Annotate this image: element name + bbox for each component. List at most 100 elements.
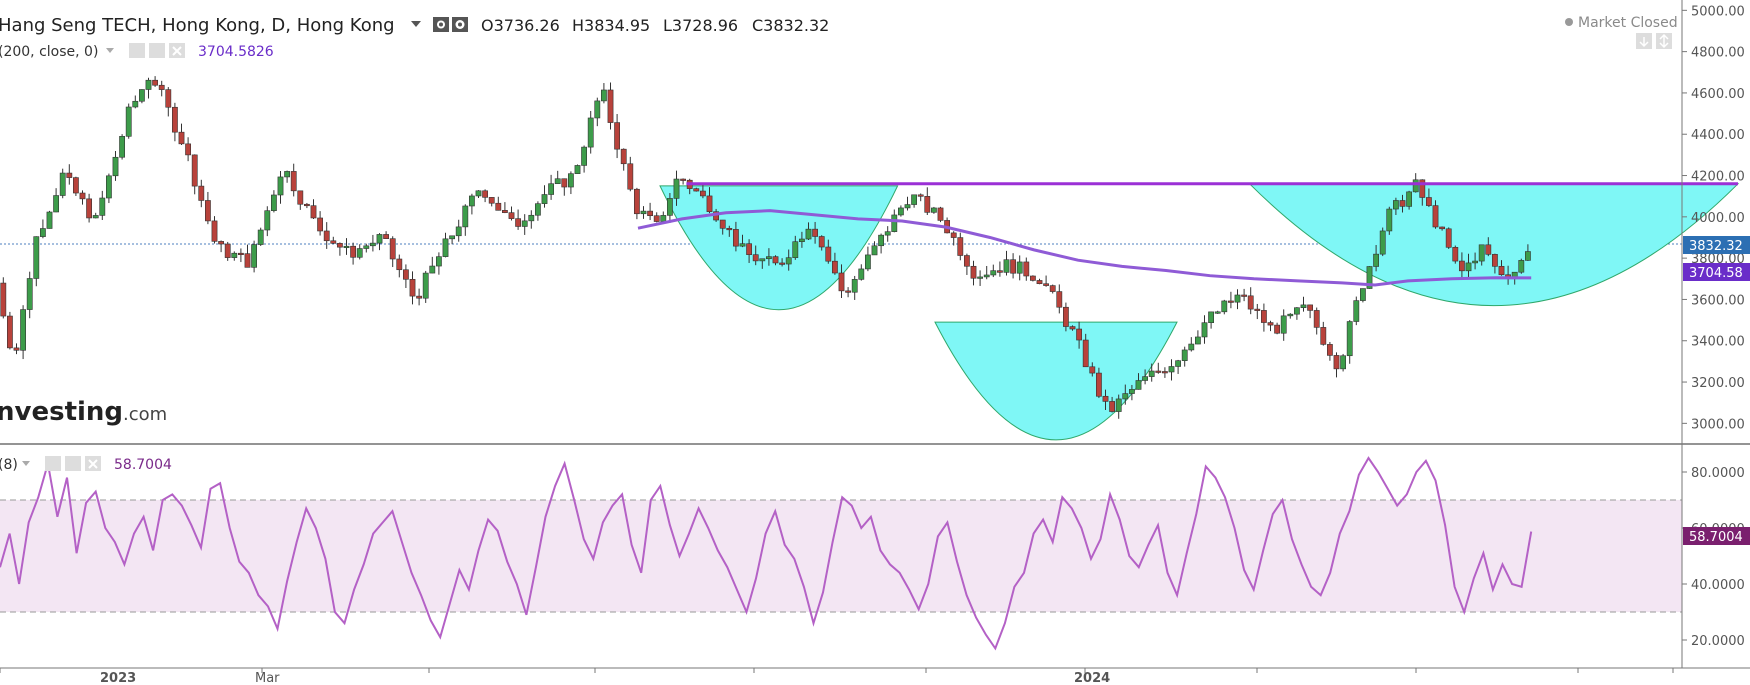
candle xyxy=(1294,307,1300,320)
candle xyxy=(303,202,310,209)
candle xyxy=(488,197,495,207)
candle xyxy=(39,219,46,239)
candle xyxy=(449,235,455,245)
symbol-title[interactable]: Hang Seng TECH, Hong Kong, D, Hong Kong xyxy=(0,15,395,36)
visibility-icon[interactable] xyxy=(433,17,449,32)
candle xyxy=(1135,373,1142,390)
candle xyxy=(1452,245,1459,264)
candle xyxy=(871,241,878,256)
arrow-down-icon xyxy=(1639,37,1649,48)
candle xyxy=(396,254,403,278)
candle xyxy=(818,235,825,251)
candle xyxy=(409,271,416,305)
price-tick-label: 5000.00 xyxy=(1691,4,1745,19)
ma-price-badge xyxy=(1683,263,1750,281)
rsi-legend-label[interactable]: (8) xyxy=(0,457,18,473)
candle xyxy=(917,193,924,202)
candle xyxy=(284,170,290,183)
chevron-down-icon[interactable] xyxy=(106,48,114,53)
rsi-pane[interactable]: (8) 58.7004 xyxy=(0,456,1682,651)
candle xyxy=(1089,362,1096,377)
ma-legend-label[interactable]: (200, close, 0) xyxy=(0,44,98,60)
candle xyxy=(482,189,488,203)
candle xyxy=(475,190,482,199)
candle xyxy=(739,234,746,248)
candle xyxy=(231,251,238,261)
candle xyxy=(376,233,383,251)
candle xyxy=(66,164,73,185)
candle xyxy=(92,212,99,219)
candle xyxy=(389,236,396,268)
candle xyxy=(1168,359,1175,381)
candle xyxy=(1340,353,1346,372)
candle xyxy=(772,255,779,266)
chevron-down-icon[interactable] xyxy=(22,461,30,466)
candle xyxy=(798,231,805,248)
candle xyxy=(106,173,112,204)
candle xyxy=(1426,188,1432,208)
candle xyxy=(1393,197,1399,215)
candle xyxy=(1241,288,1247,302)
candle xyxy=(145,77,152,99)
candle xyxy=(1010,253,1016,279)
candle xyxy=(508,206,515,221)
rsi-line xyxy=(0,456,1533,651)
candle xyxy=(317,211,323,236)
candle xyxy=(1129,384,1135,401)
candle xyxy=(759,258,766,269)
candle xyxy=(1076,321,1082,349)
rsi-legend-icons[interactable] xyxy=(45,456,101,471)
moving-average-line xyxy=(637,209,1532,287)
candle xyxy=(1049,284,1056,294)
price-tick-label: 4800.00 xyxy=(1691,46,1745,61)
candle xyxy=(224,241,231,261)
candle xyxy=(152,76,158,87)
candle xyxy=(59,168,66,199)
open-prefix: O xyxy=(481,16,494,35)
candle xyxy=(1096,367,1102,399)
price-pane[interactable]: nvesting.com Hang Seng TECH, Hong Kong, … xyxy=(0,15,1740,441)
candle xyxy=(653,212,660,223)
candle xyxy=(574,164,581,174)
candle xyxy=(528,210,535,229)
last-price-badge xyxy=(1683,236,1750,254)
gear-icon[interactable] xyxy=(452,17,468,32)
candle xyxy=(1320,321,1327,346)
candle xyxy=(53,188,59,213)
price-axis[interactable]: 5000.00 4800.00 4600.00 4400.00 4200.00 4000.… xyxy=(1682,4,1745,432)
candle xyxy=(165,87,172,117)
candle xyxy=(878,233,884,254)
price-tick-label: 3000.00 xyxy=(1691,417,1745,432)
candle xyxy=(1313,307,1320,335)
candle xyxy=(402,264,409,288)
candle xyxy=(950,231,957,246)
ma-legend-icons[interactable] xyxy=(129,43,185,58)
chevron-down-icon[interactable] xyxy=(411,21,421,27)
candle xyxy=(1307,304,1313,319)
candle xyxy=(1525,244,1531,261)
candle xyxy=(1148,363,1155,382)
candle xyxy=(119,134,125,160)
candle xyxy=(257,227,264,246)
candle xyxy=(1406,190,1412,210)
candle xyxy=(990,264,997,278)
candle xyxy=(277,170,284,204)
time-axis[interactable]: 2023 Mar 2024 xyxy=(0,668,1674,685)
candle xyxy=(310,199,317,220)
price-tick-label: 3600.00 xyxy=(1691,293,1745,308)
candle xyxy=(495,196,502,211)
candle xyxy=(541,185,548,208)
price-tick-label: 4400.00 xyxy=(1691,128,1745,143)
candle xyxy=(462,204,469,236)
candle xyxy=(1056,284,1063,314)
candle xyxy=(1498,260,1505,276)
candle xyxy=(548,174,554,200)
candle xyxy=(963,253,970,275)
candle xyxy=(825,239,832,264)
candle xyxy=(1234,289,1241,310)
candle xyxy=(132,95,139,109)
candle xyxy=(46,210,53,229)
candle xyxy=(561,178,568,196)
candle xyxy=(178,123,185,145)
